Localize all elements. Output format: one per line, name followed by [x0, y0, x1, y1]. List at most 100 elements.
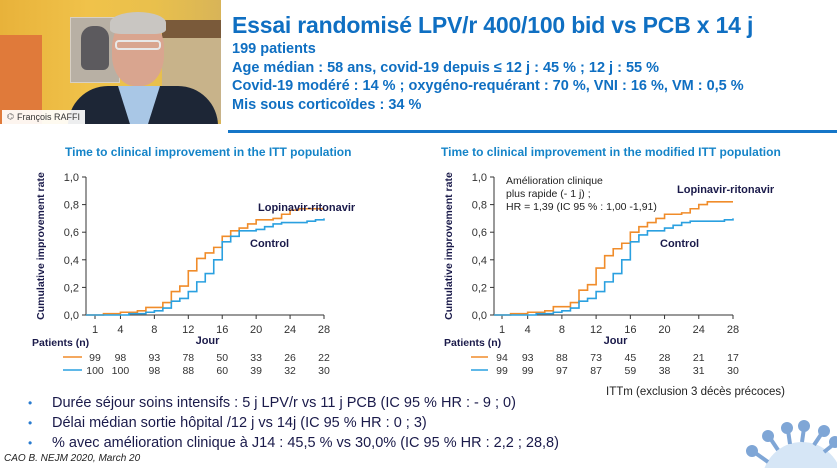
x-tick-label: 28: [727, 324, 739, 336]
at-risk-value: 100: [86, 365, 104, 377]
series-label-control: Control: [250, 238, 289, 250]
at-risk-value: 73: [590, 352, 602, 364]
elephant-poster: [70, 17, 120, 83]
y-tick-label: 0,8: [472, 200, 487, 212]
at-risk-value: 38: [659, 365, 671, 377]
series-label-lopinavir: Lopinavir-ritonavir: [677, 184, 775, 196]
bullet-icon: •: [28, 396, 33, 410]
annotation-line: HR = 1,39 (IC 95 % : 1,00 -1,91): [506, 201, 657, 213]
x-tick-label: 12: [590, 324, 602, 336]
at-risk-value: 94: [496, 352, 508, 364]
x-tick-label: 16: [624, 324, 636, 336]
background-door: [0, 35, 42, 124]
at-risk-value: 93: [149, 352, 161, 364]
at-risk-value: 39: [250, 365, 262, 377]
at-risk-label: Patients (n): [444, 337, 501, 349]
y-tick-label: 0,0: [472, 310, 487, 322]
y-tick-label: 0,2: [472, 282, 487, 294]
summary-line: 199 patients: [232, 41, 316, 57]
summary-line: Age médian : 58 ans, covid-19 depuis ≤ 1…: [232, 59, 659, 76]
x-axis-label: Jour: [604, 335, 629, 347]
bullet-text: Délai médian sortie hôpital /12 j vs 14j…: [52, 415, 427, 431]
x-tick-label: 28: [318, 324, 330, 336]
at-risk-label: Patients (n): [32, 337, 89, 349]
series-label-lopinavir: Lopinavir-ritonavir: [258, 202, 356, 214]
x-tick-label: 8: [559, 324, 565, 336]
at-risk-value: 100: [112, 365, 130, 377]
elephant-image: [81, 26, 109, 70]
y-axis-label: Cumulative improvement rate: [443, 172, 455, 320]
webcam-video-panel[interactable]: ⌬ François RAFFI: [0, 0, 221, 124]
at-risk-value: 30: [727, 365, 739, 377]
at-risk-value: 17: [727, 352, 739, 364]
header-divider: [228, 130, 837, 133]
chart-title-itt: Time to clinical improvement in the ITT …: [65, 145, 352, 159]
presenter-glasses: [115, 40, 161, 50]
at-risk-value: 88: [556, 352, 568, 364]
x-tick-label: 8: [151, 324, 157, 336]
at-risk-value: 98: [115, 352, 127, 364]
x-tick-label: 20: [658, 324, 670, 336]
at-risk-value: 26: [284, 352, 296, 364]
at-risk-value: 87: [590, 365, 602, 377]
y-tick-label: 0,4: [472, 255, 487, 267]
summary-line: Covid-19 modéré : 14 % ; oxygéno-requéra…: [232, 78, 744, 94]
series-line-control: [86, 218, 325, 316]
x-tick-label: 1: [92, 324, 98, 336]
summary-line: Mis sous corticoïdes : 34 %: [232, 96, 422, 113]
at-risk-value: 98: [149, 365, 161, 377]
y-tick-label: 1,0: [64, 172, 79, 184]
series-line-lopinavir: [494, 201, 733, 316]
bullet-item: • Délai médian sortie hôpital /12 j vs 14…: [28, 413, 559, 433]
y-tick-label: 0,6: [64, 227, 79, 239]
x-tick-label: 20: [250, 324, 262, 336]
annotation-line: plus rapide (- 1 j) ;: [506, 188, 591, 200]
series-line-lopinavir: [86, 207, 324, 316]
at-risk-value: 28: [659, 352, 671, 364]
x-tick-label: 24: [284, 324, 296, 336]
x-tick-label: 12: [182, 324, 194, 336]
annotation-line: Amélioration clinique: [506, 175, 603, 187]
at-risk-value: 22: [318, 352, 330, 364]
y-axis-label: Cumulative improvement rate: [35, 172, 47, 320]
bullet-icon: •: [28, 416, 33, 430]
x-axis-label: Jour: [196, 335, 221, 347]
at-risk-value: 50: [216, 352, 228, 364]
x-tick-label: 4: [525, 324, 531, 336]
at-risk-value: 88: [182, 365, 194, 377]
y-tick-label: 0,2: [64, 282, 79, 294]
y-tick-label: 1,0: [472, 172, 487, 184]
y-tick-label: 0,8: [64, 200, 79, 212]
presenter-hair: [110, 12, 166, 34]
slide-title: Essai randomisé LPV/r 400/100 bid vs PCB…: [232, 12, 754, 38]
citation: CAO B. NEJM 2020, March 20: [4, 453, 141, 464]
participant-name: François RAFFI: [16, 112, 80, 122]
at-risk-value: 99: [89, 352, 101, 364]
bullet-text: Durée séjour soins intensifs : 5 j LPV/r…: [52, 395, 516, 411]
y-tick-label: 0,0: [64, 310, 79, 322]
chart-title-mitt: Time to clinical improvement in the modi…: [441, 145, 781, 159]
x-tick-label: 16: [216, 324, 228, 336]
at-risk-value: 78: [182, 352, 194, 364]
at-risk-value: 33: [250, 352, 262, 364]
x-tick-label: 24: [693, 324, 705, 336]
virus-icon: [746, 420, 837, 468]
microphone-icon: ⌬: [7, 112, 14, 121]
at-risk-value: 59: [624, 365, 636, 377]
at-risk-value: 45: [624, 352, 636, 364]
bullet-text: % avec amélioration clinique à J14 : 45,…: [52, 435, 559, 451]
at-risk-value: 99: [496, 365, 508, 377]
bullet-icon: •: [28, 436, 33, 450]
participant-name-tag: ⌬ François RAFFI: [2, 110, 85, 124]
at-risk-value: 99: [522, 365, 534, 377]
bullet-item: • % avec amélioration clinique à J14 : 45…: [28, 433, 559, 453]
at-risk-value: 31: [693, 365, 705, 377]
at-risk-value: 97: [556, 365, 568, 377]
series-line-control: [494, 218, 734, 316]
slide-summary: 199 patients Age médian : 58 ans, covid-…: [232, 40, 744, 114]
y-tick-label: 0,4: [64, 255, 79, 267]
at-risk-value: 32: [284, 365, 296, 377]
x-tick-label: 1: [499, 324, 505, 336]
x-tick-label: 4: [117, 324, 123, 336]
